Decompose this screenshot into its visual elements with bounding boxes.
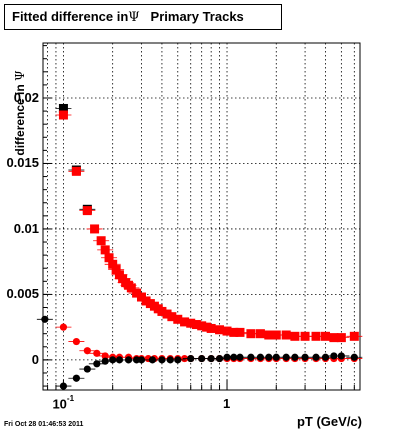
data-point-circle <box>301 353 309 361</box>
data-point-square <box>111 265 121 275</box>
data-point-square <box>71 166 81 176</box>
chart-title-symbol: Ψ <box>128 10 140 25</box>
data-point-square <box>167 312 177 322</box>
x-tick-base: 10 <box>52 396 67 412</box>
data-point-circle <box>321 353 330 361</box>
data-point-square <box>100 245 110 255</box>
data-point-square <box>82 206 92 216</box>
y-tick-label: 0.015 <box>6 155 39 171</box>
data-point-square <box>126 283 136 293</box>
data-point-circle <box>291 353 299 361</box>
data-point-square <box>58 110 68 120</box>
data-point-square <box>173 314 183 324</box>
data-point-square <box>96 236 106 246</box>
data-point-square <box>108 259 118 269</box>
chart-title-box: Fitted difference inΨ Primary Tracks <box>4 4 282 30</box>
data-point-circle <box>350 353 358 361</box>
y-tick-label: 0.005 <box>6 286 39 302</box>
data-point-circle <box>115 356 124 364</box>
data-point-circle <box>247 353 255 361</box>
data-point-square <box>202 322 212 332</box>
data-point-square <box>255 329 265 339</box>
data-point-circle <box>93 360 101 368</box>
data-point-circle <box>215 354 224 363</box>
data-point-square <box>186 318 196 328</box>
data-point-square <box>132 288 142 298</box>
data-point-circle <box>137 356 146 364</box>
data-point-square <box>90 224 100 234</box>
chart-title: Fitted difference inΨ Primary Tracks <box>12 9 244 25</box>
data-point-square <box>197 321 207 331</box>
x-tick-exponent: -1 <box>66 394 75 403</box>
data-point-circle <box>59 323 68 331</box>
data-point-circle <box>282 353 290 361</box>
data-point-square <box>271 330 281 340</box>
data-point-square <box>58 103 68 113</box>
chart-title-suffix: Primary Tracks <box>150 9 244 24</box>
data-point-circle <box>198 354 206 363</box>
data-point-circle <box>72 337 80 346</box>
data-point-square <box>162 309 172 319</box>
data-point-circle <box>207 354 215 363</box>
data-point-square <box>311 331 321 341</box>
data-point-circle <box>312 353 320 361</box>
data-point-square <box>349 331 359 341</box>
plot-frame <box>42 42 361 391</box>
data-point-circle <box>83 365 91 373</box>
y-tick-label: 0 <box>31 351 39 367</box>
data-point-circle <box>158 356 166 364</box>
data-point-square <box>136 292 146 302</box>
data-point-circle <box>93 349 101 357</box>
data-point-square <box>206 323 216 333</box>
data-point-square <box>336 333 346 343</box>
y-tick-label: 0.01 <box>13 220 39 236</box>
data-point-square <box>104 253 114 263</box>
data-point-circle <box>83 347 91 355</box>
data-point-square <box>290 331 300 341</box>
y-tick-label: 0.02 <box>13 89 39 105</box>
data-point-square <box>157 306 167 316</box>
data-point-square <box>321 331 331 341</box>
data-point-circle <box>101 357 109 365</box>
data-point-square <box>191 320 201 330</box>
data-point-circle <box>256 353 265 361</box>
data-point-circle <box>41 315 49 323</box>
data-point-circle <box>101 352 109 360</box>
data-point-circle <box>236 353 244 361</box>
data-point-square <box>180 317 190 327</box>
chart-title-prefix: Fitted difference in <box>12 9 129 24</box>
data-point-square <box>235 327 245 337</box>
x-tick-label: 1 <box>223 396 230 411</box>
data-point-circle <box>72 374 80 382</box>
data-point-circle <box>148 356 157 364</box>
x-axis-label: pT (GeV/c) <box>296 414 362 429</box>
data-point-circle <box>59 382 68 390</box>
data-point-square <box>281 330 291 340</box>
datestamp: Fri Oct 28 01:46:53 2011 <box>4 421 84 428</box>
y-axis-label-symbol: Ψ <box>13 70 27 81</box>
data-point-circle <box>187 354 195 363</box>
x-tick-base: 1 <box>223 396 231 411</box>
data-point-square <box>246 329 256 339</box>
data-point-square <box>300 331 310 341</box>
data-point-circle <box>174 356 182 364</box>
x-tick-label: 10-1 <box>52 394 75 412</box>
data-point-circle <box>124 356 133 364</box>
data-point-square <box>215 325 225 335</box>
data-point-circle <box>337 352 345 360</box>
data-point-square <box>222 326 232 336</box>
data-point-circle <box>272 353 280 361</box>
